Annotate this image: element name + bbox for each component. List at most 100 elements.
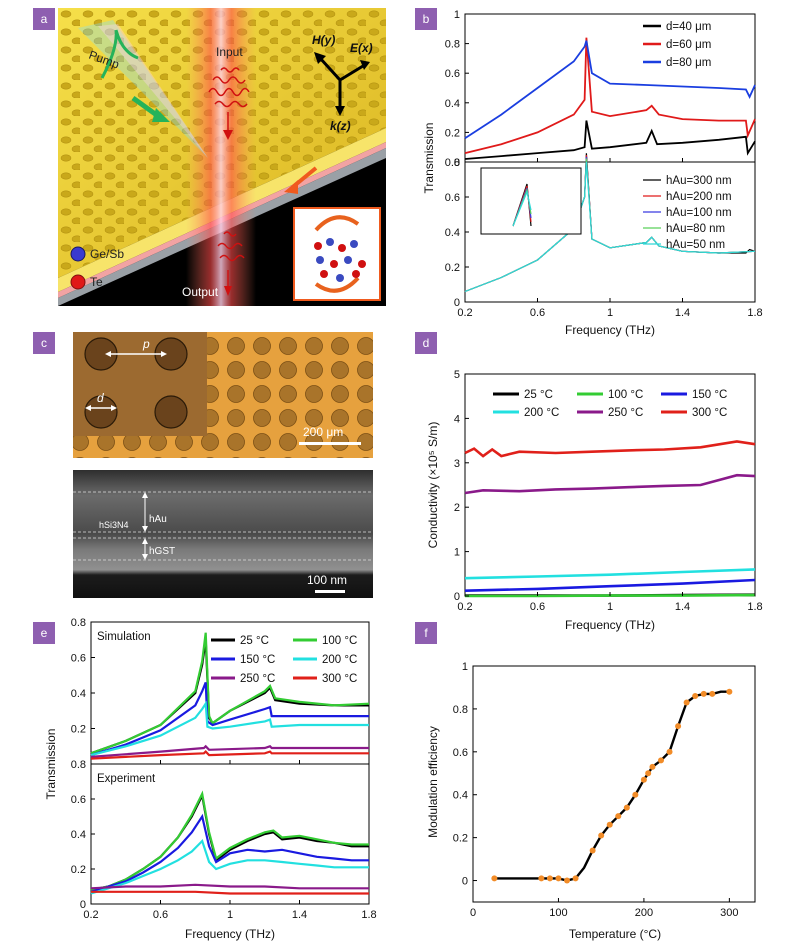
y-tick-label: 1 [462,661,468,673]
x-tick-label: 1.8 [361,909,376,921]
y-tick-label: 5 [454,369,460,381]
data-point [538,875,545,882]
input-pulse [208,67,250,140]
legend-label: d=60 μm [666,39,711,51]
input-label: Input [216,45,243,59]
series-line-4 [90,744,369,758]
legend-label: 25 °C [240,635,269,647]
scale-bar-200um: 200 μm [303,425,343,439]
y-tick-label: 2 [454,502,460,514]
crystal-inset [293,207,381,301]
plot-e-top: 0.2 0.4 0.6 0.8 [71,617,370,765]
h-gst-label: hGST [149,546,175,557]
y-tick-label: 0.6 [71,794,86,806]
legend-label: 150 °C [692,389,727,401]
data-point [692,693,699,700]
y-tick-label: 0.4 [453,790,468,802]
plot-frame [472,665,756,903]
kz-label: k(z) [330,119,351,133]
y-tick-label: 0.4 [71,688,86,700]
legend-label: hAu=100 nm [666,207,732,219]
x-tick-label: 0.2 [457,307,472,319]
series-line-1 [90,790,369,892]
y-tick-label: 0 [454,157,460,169]
x-tick-label: 0.2 [83,909,98,921]
y-tick-label: 0.4 [445,227,460,239]
chart-panel-f: 0 0.2 0.4 0.6 0.8 1 0 100 200 300 Modulation effic… [426,661,756,941]
data-point [658,757,664,764]
y-tick-label: 1 [454,9,460,21]
legend-label: 150 °C [240,654,275,666]
plot-e-bottom: 00.20.40.60.80.2 0.6 1 1.4 1.8 [71,759,377,921]
plot-b-bottom: 00.20.40.60.80.2 0.6 1 1.4 1.8 [445,153,763,319]
y-axis-label: Conductivity (×10⁵ S/m) [426,422,440,549]
legend-label: hAu=80 nm [666,223,725,235]
legend-label: 250 °C [240,673,275,685]
y-tick-label: 0 [454,297,460,309]
x-tick-label: 1.8 [747,307,762,319]
x-axis-label: Temperature (°C) [569,927,661,941]
y-tick-label: 1 [454,547,460,559]
series-line-0 [494,690,730,882]
panel-a: Pump Input Output H(y) E(x) k(z) Ge/Sb T… [58,8,386,306]
series-line-5 [90,750,369,760]
plot-b-top: 0 0.2 0.4 0.6 0.8 1 [445,9,756,169]
series-line-2 [464,578,756,592]
x-axis-label: Frequency (THz) [565,323,655,337]
output-pulse [217,231,245,296]
y-tick-label: 4 [454,413,460,425]
y-tick-label: 0.2 [71,864,86,876]
scale-bar-100nm: 100 nm [307,573,347,587]
data-point [675,723,682,730]
panel-b-badge: b [415,8,437,30]
microscope-images: p d 200 μm hAu hSi3N4 hGST 100 nm [73,332,373,598]
x-tick-label: 1.4 [675,307,690,319]
hy-label: H(y) [312,33,335,47]
data-point [589,847,596,854]
legend-label: 200 °C [524,407,559,419]
series-line-4 [464,473,756,495]
gesb-label: Ge/Sb [90,247,124,261]
legend-label: 300 °C [322,673,357,685]
y-axis-label: Transmission [422,123,436,194]
legend-label: hAu=200 nm [666,191,732,203]
diameter-label: d [97,391,104,405]
x-tick-label: 1 [607,307,613,319]
panel-c-badge: c [33,332,55,354]
legend-label: 200 °C [322,654,357,666]
simulation-label: Simulation [97,631,151,643]
field-axes [314,52,370,116]
data-point [649,763,656,770]
y-tick-label: 3 [454,458,460,470]
zoom-inset [480,167,582,235]
data-point [564,877,570,884]
y-tick-label: 0.2 [445,262,460,274]
chart-panel-d: 0 1 2 3 4 5 0.2 0.6 1 1.4 1.8 25 °C 100 °C 150 °C 200 … [426,369,763,632]
data-point [615,813,622,820]
te-label: Te [90,275,103,289]
x-axis-label: Frequency (THz) [565,618,655,632]
y-tick-label: 0 [462,876,468,888]
data-point [606,821,613,828]
y-tick-label: 0.8 [71,617,86,629]
series-line-3 [90,700,369,757]
x-tick-label: 100 [549,907,567,919]
x-tick-label: 1 [227,909,233,921]
series-line-4 [90,883,369,890]
y-tick-label: 0.6 [445,68,460,80]
series-line-2 [90,813,369,893]
data-point [645,770,652,777]
data-point [726,688,733,695]
x-tick-label: 1.8 [747,601,762,613]
series-line-3 [464,568,756,580]
legend-label: 100 °C [322,635,357,647]
legend-label: hAu=300 nm [666,175,732,187]
panel-d-badge: d [415,332,437,354]
legend-label: 100 °C [608,389,643,401]
plot-f: 0 0.2 0.4 0.6 0.8 1 0 100 200 300 [453,661,756,919]
x-tick-label: 1.4 [675,601,690,613]
series-line-5 [464,440,756,458]
data-point [572,875,579,882]
x-tick-label: 0.6 [530,307,545,319]
y-tick-label: 0.8 [445,39,460,51]
